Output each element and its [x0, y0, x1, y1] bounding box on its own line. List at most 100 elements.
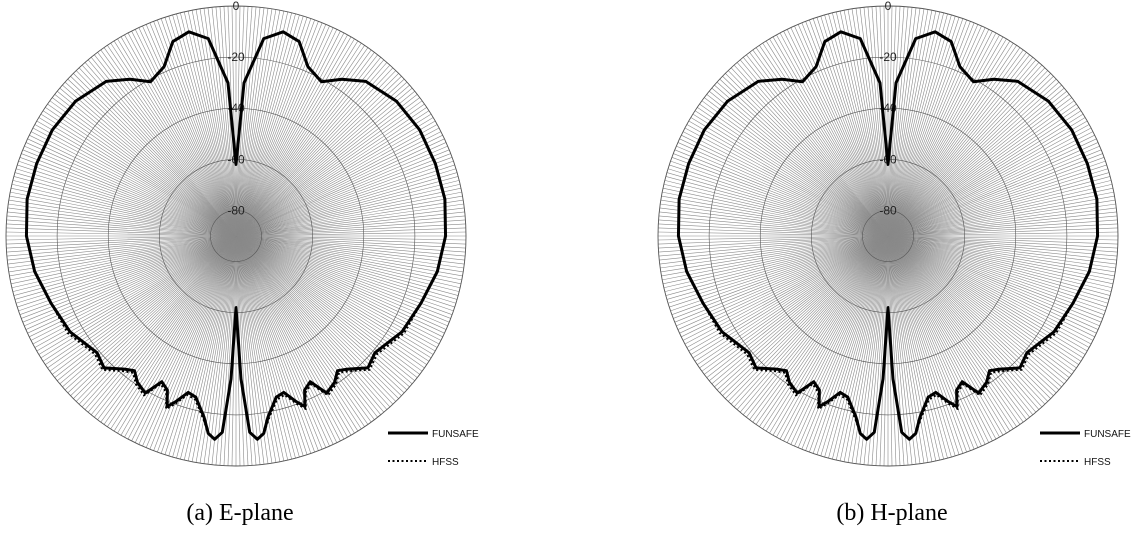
grid-spoke — [887, 87, 1065, 237]
grid-spoke — [12, 235, 237, 292]
grid-spoke — [17, 235, 237, 308]
grid-spoke — [73, 73, 237, 237]
grid-spoke — [6, 235, 237, 257]
grid-spoke — [235, 22, 323, 237]
grid-spoke — [235, 117, 434, 237]
grid-spoke — [887, 211, 1117, 237]
grid-spoke — [10, 235, 237, 281]
grid-spoke — [887, 235, 1054, 396]
grid-spoke — [120, 235, 237, 436]
grid-spoke — [19, 157, 237, 237]
grid-ring — [862, 210, 914, 262]
grid-spoke — [131, 235, 237, 442]
grid-spoke — [76, 70, 237, 237]
grid-spoke — [887, 235, 1109, 304]
grid-spoke — [688, 120, 889, 237]
grid-spoke — [52, 97, 237, 237]
grid-spoke — [820, 235, 889, 457]
grid-spoke — [681, 134, 889, 237]
grid-spoke — [746, 54, 889, 237]
grid-spoke — [64, 235, 237, 391]
grid-spoke — [887, 235, 1077, 369]
grid-spoke — [769, 38, 889, 237]
grid-spoke — [223, 235, 237, 466]
grid-spoke — [97, 52, 237, 237]
grid-spoke — [199, 8, 237, 237]
grid-spoke — [235, 235, 432, 359]
grid-spoke — [235, 157, 453, 237]
grid-spoke — [235, 94, 418, 237]
grid-spoke — [6, 223, 237, 237]
grid-spoke — [235, 227, 466, 237]
grid-spoke — [62, 84, 237, 237]
grid-spoke — [235, 235, 454, 312]
grid-spoke — [103, 235, 237, 425]
grid-spoke — [149, 235, 237, 450]
grid-spoke — [91, 57, 237, 237]
grid-spoke — [847, 235, 889, 463]
grid-spoke — [762, 42, 889, 237]
grid-spoke — [127, 235, 237, 440]
grid-spoke — [887, 203, 1116, 237]
grid-spoke — [235, 40, 359, 237]
grid-spoke — [887, 231, 1118, 237]
grid-spoke — [235, 235, 447, 330]
grid-spoke — [235, 127, 440, 237]
grid-spoke — [17, 164, 237, 237]
grid-spoke — [887, 18, 964, 237]
grid-spoke — [772, 36, 889, 237]
grid-spoke — [887, 235, 993, 442]
grid-spoke — [145, 235, 237, 448]
grid-spoke — [113, 235, 237, 432]
grid-spoke — [828, 235, 889, 459]
grid-spoke — [42, 235, 237, 362]
grid-spoke — [195, 235, 237, 463]
grid-spoke — [235, 235, 327, 448]
grid-spoke — [709, 235, 889, 381]
grid-spoke — [235, 235, 445, 334]
grid-spoke — [674, 235, 889, 323]
grid-spoke — [887, 235, 1037, 413]
grid-spoke — [659, 235, 889, 261]
grid-spoke — [786, 29, 889, 237]
grid-spoke — [235, 138, 445, 237]
grid-spoke — [235, 235, 315, 453]
grid-spoke — [762, 235, 889, 430]
grid-spoke — [235, 235, 450, 323]
grid-spoke — [887, 110, 1082, 237]
grid-spoke — [801, 22, 889, 237]
grid-spoke — [887, 67, 1046, 237]
chart-panel-e-plane: 0 -20 -40 -60 -80 FUNSAFE HFSS (a) E-plane — [0, 0, 480, 554]
grid-spoke — [235, 87, 413, 237]
grid-spoke — [235, 235, 372, 423]
grid-spoke — [235, 235, 466, 253]
grid-spoke — [887, 235, 917, 465]
grid-spoke — [659, 207, 889, 237]
grid-spoke — [887, 235, 1114, 285]
grid-spoke — [706, 235, 889, 378]
grid-spoke — [235, 131, 442, 237]
grid-ring — [708, 56, 1068, 416]
series-hfss-trace — [677, 30, 1099, 441]
grid-spoke — [42, 110, 237, 237]
grid-spoke — [755, 235, 889, 425]
grid-spoke — [235, 235, 375, 420]
grid-spoke — [235, 57, 381, 237]
grid-spoke — [235, 6, 249, 237]
grid-spoke — [235, 12, 292, 237]
grid-spoke — [235, 235, 285, 462]
grid-spoke — [235, 145, 448, 237]
grid-spoke — [887, 235, 1027, 420]
grid-spoke — [110, 235, 237, 430]
grid-spoke — [694, 110, 889, 237]
grid-spoke — [887, 235, 1107, 308]
grid-spoke — [739, 235, 889, 413]
grid-spoke — [235, 235, 300, 458]
grid-spoke — [235, 235, 460, 292]
grid-spoke — [887, 235, 1118, 241]
grid-spoke — [661, 235, 889, 277]
grid-spoke — [235, 10, 285, 237]
grid-spoke — [843, 235, 889, 462]
grid-spoke — [235, 7, 261, 237]
grid-spoke — [57, 91, 237, 237]
